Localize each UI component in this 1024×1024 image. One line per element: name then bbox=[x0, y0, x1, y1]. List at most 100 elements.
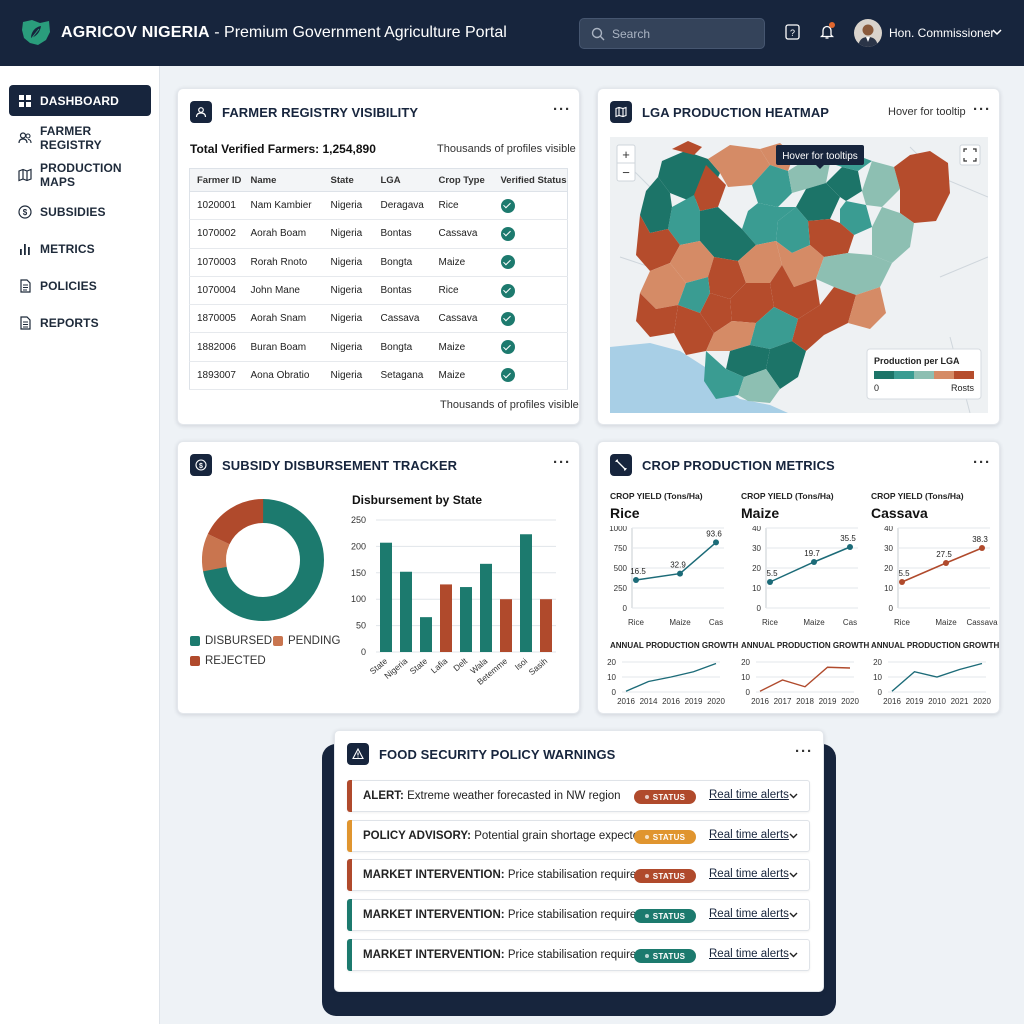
search-input[interactable] bbox=[612, 25, 752, 43]
cell: 1070003 bbox=[189, 248, 244, 277]
growth-caption: ANNUAL PRODUCTION GROWTH bbox=[741, 641, 870, 650]
column-header[interactable]: Crop Type bbox=[431, 168, 494, 192]
y-tick-label: 20 bbox=[884, 564, 893, 573]
chevron-down-icon[interactable] bbox=[789, 793, 798, 799]
more-options-icon[interactable]: ··· bbox=[973, 454, 991, 471]
cassava-yield-chart[interactable]: 0 10 20 30 40 Rice Maize Cassava 5.5 27.5 38.3 bbox=[864, 526, 998, 632]
chevron-down-icon[interactable] bbox=[789, 833, 798, 839]
real-time-alerts-link[interactable]: Real time alerts bbox=[709, 868, 789, 880]
table-row[interactable]: 1893007 Aona Obratio Nigeria Setagana Maize bbox=[189, 361, 568, 391]
chevron-down-icon[interactable] bbox=[789, 912, 798, 918]
bar bbox=[500, 599, 512, 652]
sidebar-item-label: METRICS bbox=[40, 241, 95, 256]
data-point bbox=[767, 579, 773, 585]
y-tick-label: 0 bbox=[746, 688, 751, 697]
disbursement-bar-chart[interactable]: Disbursement by State 0 50 100 150 200 250 Stat… bbox=[342, 488, 572, 710]
table-row[interactable]: 1070004 John Mane Nigeria Bontas Rice bbox=[189, 276, 568, 306]
more-options-icon[interactable]: ··· bbox=[553, 454, 571, 471]
column-header[interactable]: Name bbox=[243, 168, 324, 192]
card-icon bbox=[347, 743, 369, 765]
nigeria-map-logo-icon[interactable] bbox=[20, 18, 52, 48]
data-point bbox=[943, 560, 949, 566]
subsidy-donut-chart[interactable] bbox=[198, 495, 328, 625]
cell: John Mane bbox=[243, 276, 324, 306]
user-name[interactable]: Hon. Commissioner bbox=[889, 26, 995, 40]
help-icon[interactable]: ? bbox=[785, 24, 800, 40]
rice-yield-chart[interactable]: 0 250 500 750 1000 Rice Maize Cas 16.5 32.9 93.6 bbox=[598, 526, 732, 632]
warning-item[interactable]: MARKET INTERVENTION: Price stabilisation… bbox=[347, 899, 810, 931]
bell-icon[interactable] bbox=[820, 24, 834, 40]
column-header[interactable]: State bbox=[323, 168, 374, 192]
more-options-icon[interactable]: ··· bbox=[553, 101, 571, 118]
nigeria-heatmap[interactable]: + − Hover for tooltips Production per LG… bbox=[610, 137, 988, 413]
cell: Aona Obratio bbox=[243, 361, 324, 391]
y-tick-label: 250 bbox=[351, 515, 366, 525]
more-options-icon[interactable]: ··· bbox=[973, 101, 991, 118]
x-tick-label: Cassava bbox=[966, 618, 998, 627]
data-label: 32.9 bbox=[670, 561, 686, 570]
chevron-down-icon[interactable] bbox=[789, 872, 798, 878]
warning-item[interactable]: MARKET INTERVENTION: Price stabilisation… bbox=[347, 859, 810, 891]
sidebar-item-reports[interactable]: REPORTS bbox=[9, 307, 151, 338]
x-tick-label: Rice bbox=[762, 618, 779, 627]
legend-title: Production per LGA bbox=[874, 356, 960, 366]
sidebar-item-farmer-registry[interactable]: FARMER REGISTRY bbox=[9, 122, 151, 153]
x-tick-label: 2010 bbox=[928, 697, 946, 706]
maize-yield-chart[interactable]: 0 10 20 30 40 Rice Maize Cas 5.5 19.7 35.5 bbox=[732, 526, 866, 632]
verified-check-icon bbox=[500, 255, 515, 270]
real-time-alerts-link[interactable]: Real time alerts bbox=[709, 948, 789, 960]
avatar[interactable] bbox=[854, 19, 882, 47]
expand-icon[interactable] bbox=[959, 144, 981, 166]
more-options-icon[interactable]: ··· bbox=[795, 743, 813, 760]
real-time-alerts-link[interactable]: Real time alerts bbox=[709, 789, 789, 801]
y-tick-label: 20 bbox=[873, 658, 882, 667]
map-icon bbox=[18, 168, 32, 181]
cell: Rorah Rnoto bbox=[243, 248, 324, 277]
data-point bbox=[811, 559, 817, 565]
y-tick-label: 20 bbox=[752, 564, 761, 573]
sidebar-item-policies[interactable]: POLICIES bbox=[9, 270, 151, 301]
sidebar-item-dashboard[interactable]: DASHBOARD bbox=[9, 85, 151, 116]
warning-item[interactable]: ALERT: Extreme weather forecasted in NW … bbox=[347, 780, 810, 812]
legend-swatch bbox=[874, 371, 894, 379]
real-time-alerts-link[interactable]: Real time alerts bbox=[709, 829, 789, 841]
real-time-alerts-link[interactable]: Real time alerts bbox=[709, 908, 789, 920]
sidebar-item-production-maps[interactable]: PRODUCTION MAPS bbox=[9, 159, 151, 190]
growth-chart[interactable]: 0 10 20 2016 2017 2018 2019 2020 bbox=[732, 652, 866, 712]
data-label: 35.5 bbox=[840, 534, 856, 543]
profiles-note: Thousands of profiles visible bbox=[437, 143, 576, 155]
warning-text: ALERT: Extreme weather forecasted in NW … bbox=[363, 790, 621, 802]
x-tick-label: Delt bbox=[451, 655, 469, 673]
zoom-out-button[interactable]: − bbox=[622, 165, 630, 180]
y-tick-label: 20 bbox=[607, 658, 616, 667]
warning-icon bbox=[352, 748, 364, 760]
table-row[interactable]: 1070003 Rorah Rnoto Nigeria Bongta Maize bbox=[189, 248, 568, 277]
table-row[interactable]: 1870005 Aorah Snam Nigeria Cassava Cassava bbox=[189, 304, 568, 334]
y-tick-label: 100 bbox=[351, 594, 366, 604]
growth-chart[interactable]: 0 10 20 2016 2014 2016 2019 2020 bbox=[598, 652, 732, 712]
card-icon bbox=[610, 454, 632, 476]
warning-item[interactable]: MARKET INTERVENTION: Price stabilisation… bbox=[347, 939, 810, 971]
column-header[interactable]: Farmer ID bbox=[189, 168, 244, 192]
x-tick-label: 2020 bbox=[973, 697, 991, 706]
portal-title: AGRICOV NIGERIA - Premium Government Agr… bbox=[61, 24, 507, 41]
column-header[interactable]: LGA bbox=[373, 168, 432, 192]
table-header-row: Farmer ID Name State LGA Crop Type Verif… bbox=[189, 168, 568, 192]
sidebar-item-subsidies[interactable]: $ SUBSIDIES bbox=[9, 196, 151, 227]
sidebar-item-metrics[interactable]: METRICS bbox=[9, 233, 151, 264]
x-tick-label: 2016 bbox=[883, 697, 901, 706]
growth-chart[interactable]: 0 10 20 2016 2019 2010 2021 2020 bbox=[864, 652, 998, 712]
table-row[interactable]: 1882006 Buran Boam Nigeria Bongta Maize bbox=[189, 332, 568, 362]
table-row[interactable]: 1070002 Aorah Boam Nigeria Bontas Cassava bbox=[189, 219, 568, 249]
column-header[interactable]: Verified Status bbox=[493, 168, 568, 192]
table-row[interactable]: 1020001 Nam Kambier Nigeria Deragava Rice bbox=[189, 191, 568, 221]
chevron-down-icon[interactable] bbox=[789, 952, 798, 958]
zoom-in-button[interactable]: + bbox=[622, 147, 630, 162]
chevron-down-icon[interactable] bbox=[992, 29, 1002, 36]
card-title: FOOD SECURITY POLICY WARNINGS bbox=[379, 747, 616, 762]
x-tick-label: 2018 bbox=[796, 697, 814, 706]
x-tick-label: Rice bbox=[628, 618, 645, 627]
legend-swatch bbox=[190, 656, 200, 666]
search-box[interactable] bbox=[579, 18, 765, 49]
warning-item[interactable]: POLICY ADVISORY: Potential grain shortag… bbox=[347, 820, 810, 852]
